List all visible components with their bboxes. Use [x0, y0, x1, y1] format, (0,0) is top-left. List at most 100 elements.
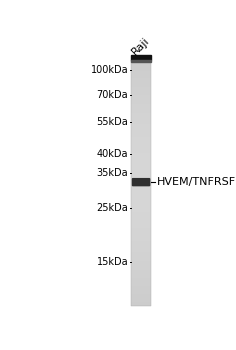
- Bar: [131, 120, 151, 121]
- Bar: [131, 210, 151, 211]
- Text: Raji: Raji: [130, 35, 152, 57]
- Bar: [131, 65, 151, 66]
- Bar: [131, 231, 151, 232]
- Bar: [131, 271, 151, 272]
- Bar: [131, 280, 151, 281]
- Bar: [131, 224, 151, 225]
- Bar: [131, 108, 151, 109]
- Bar: [131, 130, 151, 131]
- Bar: [131, 111, 151, 112]
- Bar: [131, 279, 151, 280]
- Bar: [131, 293, 151, 294]
- Bar: [131, 98, 151, 99]
- Bar: [131, 205, 151, 206]
- Bar: [131, 86, 151, 87]
- Bar: [131, 107, 151, 108]
- Bar: [131, 276, 151, 277]
- Bar: [131, 269, 151, 270]
- Bar: [131, 211, 151, 212]
- Bar: [131, 232, 151, 233]
- Bar: [131, 219, 151, 220]
- Bar: [131, 274, 151, 275]
- Bar: [131, 177, 151, 178]
- Bar: [131, 208, 151, 209]
- Bar: [131, 182, 151, 183]
- Bar: [131, 250, 151, 251]
- Bar: [131, 201, 151, 202]
- Bar: [131, 148, 151, 149]
- Bar: [131, 141, 151, 142]
- Bar: [131, 258, 151, 259]
- Bar: [131, 263, 151, 264]
- Bar: [131, 238, 151, 239]
- Bar: [131, 252, 151, 253]
- Bar: [131, 272, 151, 273]
- Bar: [131, 285, 151, 286]
- Bar: [131, 118, 151, 119]
- Bar: [131, 60, 151, 61]
- Bar: [131, 153, 151, 154]
- Bar: [131, 92, 151, 93]
- Bar: [131, 183, 151, 184]
- Bar: [131, 172, 151, 173]
- Bar: [131, 158, 151, 159]
- Bar: [131, 72, 151, 73]
- Bar: [131, 248, 151, 250]
- Bar: [131, 197, 151, 198]
- Bar: [131, 89, 151, 90]
- Bar: [131, 175, 151, 176]
- Bar: [131, 93, 151, 94]
- Bar: [131, 188, 151, 189]
- Bar: [131, 192, 151, 193]
- Bar: [131, 142, 151, 144]
- Bar: [131, 176, 151, 177]
- Bar: [131, 241, 151, 242]
- Bar: [131, 264, 151, 265]
- Bar: [131, 81, 151, 82]
- Bar: [131, 138, 151, 139]
- Bar: [131, 209, 151, 210]
- Bar: [131, 82, 151, 83]
- Bar: [131, 186, 151, 187]
- Bar: [131, 163, 151, 164]
- Bar: [131, 184, 151, 185]
- Bar: [131, 145, 151, 146]
- Bar: [131, 165, 151, 166]
- Bar: [131, 223, 151, 224]
- Bar: [131, 281, 151, 282]
- Bar: [131, 152, 151, 153]
- Bar: [131, 76, 151, 77]
- Bar: [131, 123, 151, 124]
- Bar: [131, 110, 151, 111]
- Bar: [131, 236, 151, 237]
- Bar: [131, 282, 151, 283]
- Bar: [131, 247, 151, 248]
- Bar: [131, 166, 151, 167]
- Bar: [131, 190, 151, 191]
- Bar: [131, 100, 151, 101]
- Bar: [131, 69, 151, 70]
- Bar: [131, 61, 151, 62]
- Bar: [131, 169, 151, 170]
- Bar: [131, 254, 151, 255]
- Bar: [131, 77, 151, 78]
- Text: 15kDa: 15kDa: [97, 257, 128, 267]
- Bar: [131, 240, 151, 241]
- Bar: [131, 196, 151, 197]
- Bar: [131, 178, 151, 179]
- Bar: [131, 147, 151, 148]
- Bar: [131, 74, 151, 75]
- Bar: [131, 302, 151, 303]
- Bar: [131, 126, 151, 127]
- Bar: [131, 88, 151, 89]
- Bar: [131, 220, 151, 222]
- Bar: [131, 60, 151, 62]
- Bar: [131, 284, 151, 285]
- Bar: [131, 286, 151, 287]
- Bar: [131, 260, 151, 261]
- Bar: [131, 85, 151, 86]
- Bar: [131, 278, 151, 279]
- Bar: [131, 234, 151, 236]
- Bar: [131, 212, 151, 213]
- Bar: [131, 55, 151, 60]
